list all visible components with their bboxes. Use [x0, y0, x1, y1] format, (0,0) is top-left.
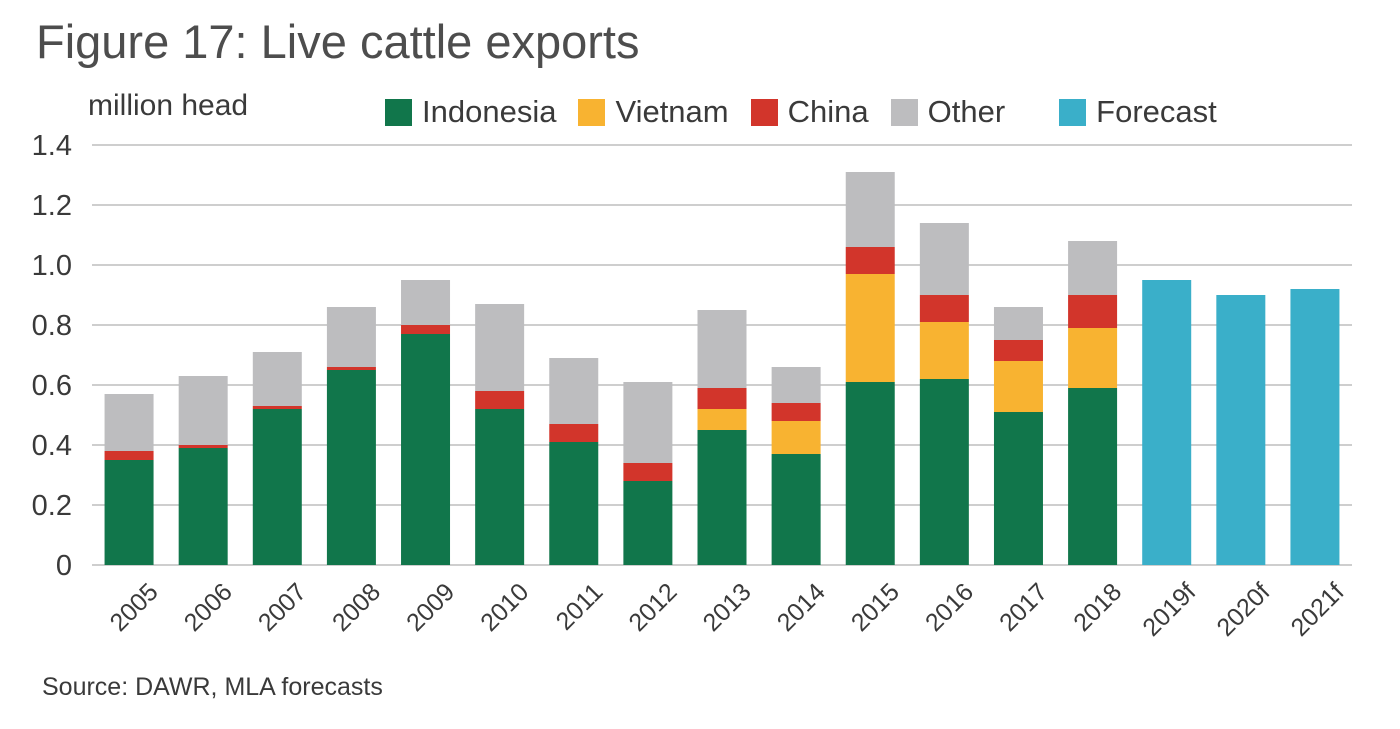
bar-vietnam-2015: [845, 274, 895, 382]
x-tick-label: 2014: [772, 578, 831, 637]
bar-vietnam-2016: [919, 322, 969, 379]
x-tick-label: 2011: [551, 578, 609, 636]
x-tick-label: 2016: [920, 578, 979, 637]
chart-title: Figure 17: Live cattle exports: [36, 15, 640, 68]
bar-indonesia-2006: [178, 448, 228, 565]
source-note: Source: DAWR, MLA forecasts: [42, 673, 383, 701]
bar-indonesia-2016: [919, 379, 969, 565]
bar-indonesia-2014: [771, 454, 821, 565]
bar-indonesia-2010: [475, 409, 525, 565]
x-tick-label: 2021f: [1286, 578, 1350, 642]
legend-item-forecast: Forecast: [1059, 94, 1217, 130]
bar-china-2014: [771, 403, 821, 421]
bar-other-2005: [104, 394, 154, 451]
bar-other-2007: [252, 352, 302, 406]
legend: Indonesia Vietnam China Other Forecast: [385, 92, 1217, 132]
x-tick-label: 2015: [846, 578, 905, 637]
y-tick-label: 0.4: [32, 430, 72, 462]
legend-item-indonesia: Indonesia: [385, 94, 556, 130]
x-tick-label: 2007: [253, 578, 312, 637]
bar-china-2018: [1068, 295, 1118, 328]
legend-swatch-indonesia: [385, 98, 412, 126]
legend-item-china: China: [750, 94, 869, 130]
y-tick-label: 1.0: [32, 250, 72, 282]
bar-indonesia-2007: [252, 409, 302, 565]
x-axis-ticks: 2005 2006 2007 2008 2009 2010 2011 2012 2013 2014…: [105, 578, 1350, 642]
bar-other-2014: [771, 367, 821, 403]
bar-china-2005: [104, 451, 154, 460]
bar-china-2006: [178, 445, 228, 448]
legend-swatch-forecast: [1059, 98, 1087, 126]
legend-swatch-china: [750, 98, 778, 126]
x-tick-label: 2012: [623, 578, 682, 637]
bar-china-2016: [919, 295, 969, 322]
bar-indonesia-2011: [549, 442, 599, 565]
bar-china-2011: [549, 424, 599, 442]
y-tick-label: 0: [56, 550, 72, 582]
x-tick-label: 2006: [179, 578, 238, 637]
legend-label-indonesia: Indonesia: [422, 94, 557, 129]
y-tick-label: 1.2: [32, 190, 72, 222]
bar-other-2017: [993, 307, 1043, 340]
x-tick-label: 2009: [401, 578, 460, 637]
legend-swatch-other: [890, 98, 918, 126]
legend-swatch-vietnam: [578, 98, 606, 126]
bar-china-2007: [252, 406, 302, 409]
bar-other-2018: [1068, 241, 1118, 295]
bar-china-2013: [697, 388, 747, 409]
bar-indonesia-2017: [993, 412, 1043, 565]
y-tick-label: 0.2: [32, 490, 72, 522]
y-tick-label: 0.6: [32, 370, 72, 402]
bar-other-2009: [401, 280, 451, 325]
x-tick-label: 2019f: [1137, 578, 1201, 642]
bar-china-2009: [401, 325, 451, 334]
legend-item-other: Other: [890, 94, 1006, 130]
bar-indonesia-2018: [1068, 388, 1118, 565]
legend-label-vietnam: Vietnam: [615, 94, 729, 129]
bar-indonesia-2008: [326, 370, 376, 565]
y-axis-ticks: 0 0.2 0.4 0.6 0.8 1.0 1.2 1.4: [32, 130, 72, 582]
bar-vietnam-2017: [993, 361, 1043, 412]
bar-other-2008: [326, 307, 376, 367]
bar-other-2006: [178, 376, 228, 445]
legend-label-other: Other: [927, 94, 1006, 129]
bar-other-2015: [845, 172, 895, 247]
bar-other-2016: [919, 223, 969, 295]
bar-forecast-2019f: [1142, 280, 1192, 565]
bar-indonesia-2012: [623, 481, 673, 565]
bar-forecast-2021f: [1290, 289, 1340, 565]
x-tick-label: 2017: [994, 578, 1053, 637]
legend-label-china: China: [787, 94, 869, 129]
y-tick-label: 1.4: [32, 130, 72, 162]
x-tick-label: 2013: [698, 578, 757, 637]
bar-other-2010: [475, 304, 525, 391]
x-tick-label: 2005: [105, 578, 164, 637]
x-tick-label: 2008: [327, 578, 386, 637]
bar-vietnam-2013: [697, 409, 747, 430]
legend-item-vietnam: Vietnam: [578, 94, 729, 130]
bar-indonesia-2013: [697, 430, 747, 565]
bar-forecast-2020f: [1216, 295, 1266, 565]
x-tick-label: 2018: [1068, 578, 1127, 637]
bar-china-2017: [993, 340, 1043, 361]
y-axis-label: million head: [88, 89, 249, 122]
bar-other-2012: [623, 382, 673, 463]
bar-china-2008: [326, 367, 376, 370]
bars: [104, 172, 1340, 565]
legend-label-forecast: Forecast: [1096, 94, 1217, 129]
bar-indonesia-2015: [845, 382, 895, 565]
bar-vietnam-2014: [771, 421, 821, 454]
y-tick-label: 0.8: [32, 310, 72, 342]
bar-other-2011: [549, 358, 599, 424]
bar-indonesia-2009: [401, 334, 451, 565]
bar-indonesia-2005: [104, 460, 154, 565]
bar-vietnam-2018: [1068, 328, 1118, 388]
x-tick-label: 2010: [475, 578, 534, 637]
x-tick-label: 2020f: [1211, 578, 1275, 642]
bar-china-2015: [845, 247, 895, 274]
bar-china-2010: [475, 391, 525, 409]
bar-other-2013: [697, 310, 747, 388]
bar-china-2012: [623, 463, 673, 481]
